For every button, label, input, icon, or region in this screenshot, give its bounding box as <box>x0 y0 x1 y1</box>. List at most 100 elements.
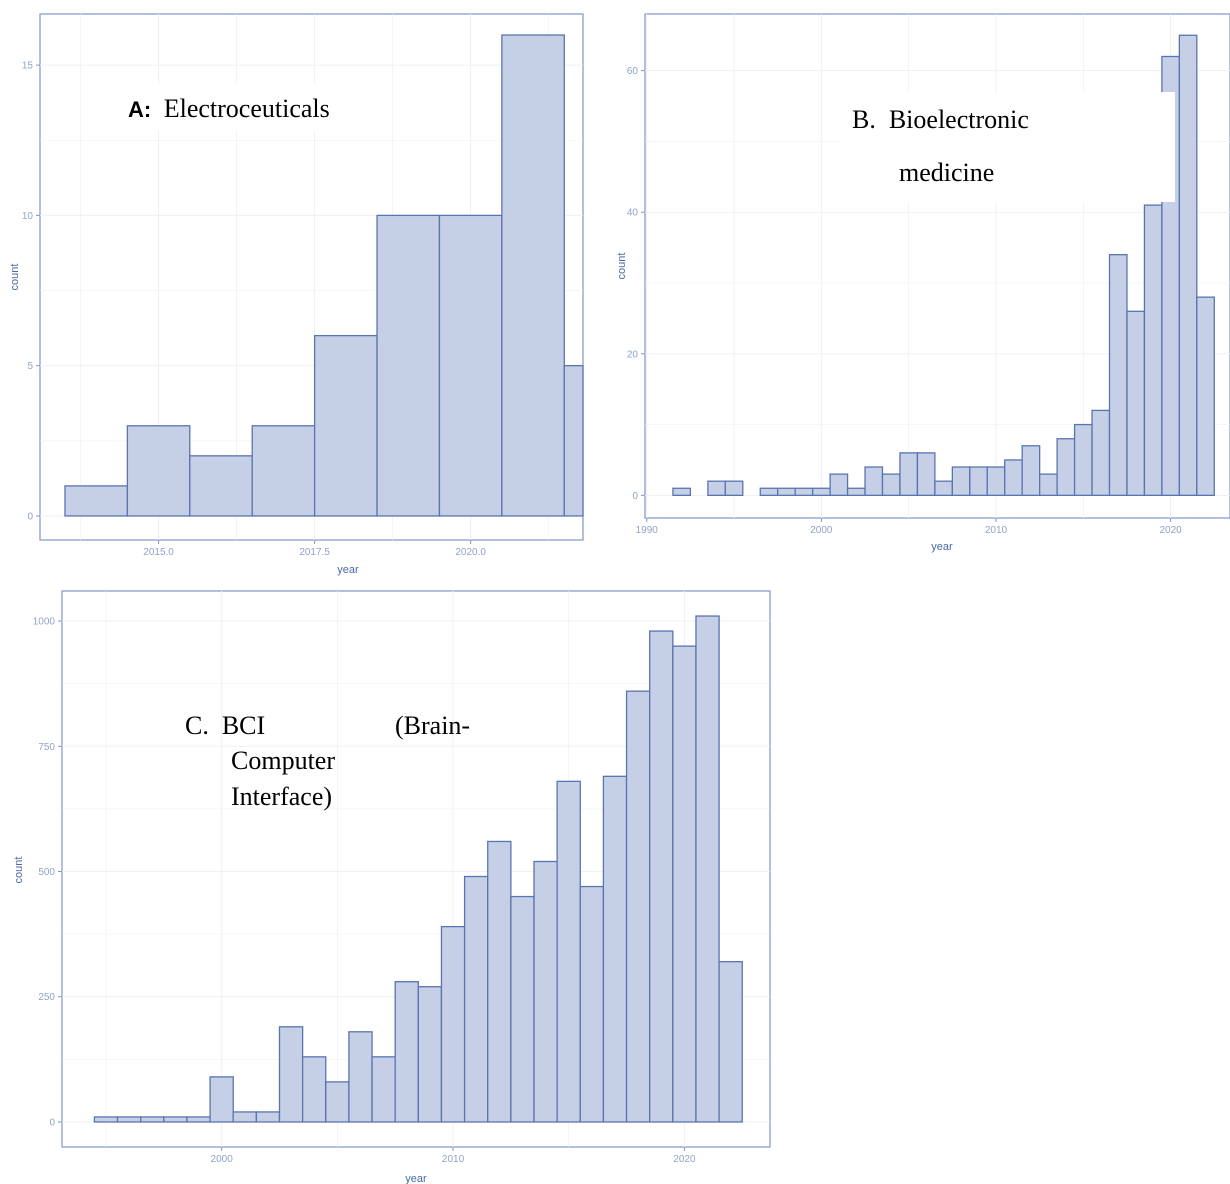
panel-c-bar-2000 <box>209 1076 234 1123</box>
panel-c-bar-1998 <box>163 1116 188 1123</box>
panel-a-y-tick-label: 10 <box>22 211 34 222</box>
panel-a-label: A: Electroceuticals <box>128 94 330 123</box>
panel-b-bar-2003 <box>864 466 884 496</box>
panel-b-bar-2021 <box>1178 34 1198 496</box>
panel-b-y-ticks: 0 20 40 60 <box>627 66 645 502</box>
panel-a-bars <box>64 34 584 517</box>
panel-a-y-axis-title: count <box>9 264 21 291</box>
panel-a-electroceuticals: 2015.0 2017.5 2020.0 0 5 10 15 year count A: … <box>9 13 584 576</box>
panel-c-bar-2018 <box>625 690 651 1123</box>
panel-a-bar-2016 <box>189 455 253 517</box>
panel-b-bar-2022 <box>1196 296 1215 496</box>
panel-b-bar-2002 <box>846 487 866 496</box>
panel-b-bioelectronic-medicine: 1990 2000 2010 2020 0 20 40 60 year count B. B… <box>616 13 1230 553</box>
panel-b-bar-2019 <box>1143 204 1163 496</box>
panel-b-bar-2004 <box>881 473 901 496</box>
panel-a-label-background <box>110 84 380 130</box>
panel-c-bar-2009 <box>417 986 443 1123</box>
panel-b-label-line2: medicine <box>899 158 994 187</box>
panel-c-bar-1996 <box>116 1116 142 1123</box>
panel-a-bar-2018 <box>313 334 378 517</box>
panel-b-bar-1999 <box>794 487 814 496</box>
panel-b-y-tick-label: 40 <box>627 208 639 219</box>
panel-b-label-background <box>840 92 1175 202</box>
panel-c-x-axis-title: year <box>405 1173 427 1184</box>
panel-c-bar-2012 <box>487 840 512 1123</box>
panel-c-y-axis-title: count <box>13 857 25 884</box>
panel-a-x-ticks: 2015.0 2017.5 2020.0 <box>143 540 486 558</box>
panel-c-y-tick-label: 0 <box>49 1117 55 1128</box>
panel-a-x-axis-title: year <box>337 564 359 576</box>
panel-b-bar-2015 <box>1073 423 1093 496</box>
panel-a-bar-2020 <box>438 214 503 517</box>
panel-c-bar-2013 <box>510 895 535 1123</box>
panel-c-x-tick-label: 2010 <box>442 1154 465 1165</box>
panel-b-bar-2006 <box>916 452 936 496</box>
panel-b-x-tick-label: 2010 <box>985 525 1008 536</box>
panel-b-x-ticks: 1990 2000 2010 2020 <box>636 518 1183 536</box>
panel-a-bar-2022 <box>563 365 584 517</box>
panel-c-bar-2014 <box>533 860 558 1123</box>
panel-c-bar-2002 <box>255 1111 281 1123</box>
panel-c-bar-2011 <box>463 875 489 1123</box>
panel-c-bar-2008 <box>394 981 419 1123</box>
panel-c-bar-1995 <box>93 1116 119 1123</box>
panel-b-bar-2013 <box>1039 473 1058 496</box>
panel-c-bar-2005 <box>325 1081 350 1123</box>
panel-c-bar-2010 <box>440 925 466 1123</box>
panel-c-bar-2006 <box>348 1031 373 1123</box>
panel-b-bar-2007 <box>934 480 953 496</box>
panel-a-x-tick-label: 2015.0 <box>143 547 174 558</box>
panel-a-bar-2014 <box>64 485 129 517</box>
panel-c-bars <box>93 615 743 1123</box>
panel-a-y-tick-label: 0 <box>27 511 33 522</box>
panel-c-y-tick-label: 1000 <box>33 617 56 628</box>
panel-c-bar-2004 <box>301 1056 327 1123</box>
panel-b-bar-1994 <box>707 480 726 496</box>
panel-c-bar-2017 <box>602 775 628 1123</box>
panel-b-bar-2011 <box>1004 459 1023 496</box>
panel-b-y-axis-title: count <box>616 253 628 280</box>
panel-c-y-tick-label: 250 <box>38 992 55 1003</box>
panel-b-bar-1995 <box>724 480 744 496</box>
panel-a-x-tick-label: 2017.5 <box>299 547 330 558</box>
panel-b-bar-1998 <box>777 487 796 496</box>
panel-c-label-line1: C. BCI <box>185 711 265 740</box>
panel-c-x-ticks: 2000 2010 2020 <box>211 1147 696 1165</box>
panel-a-label-prefix: A: <box>128 97 151 122</box>
panel-c-y-ticks: 0 250 500 750 1000 <box>33 617 62 1128</box>
panel-b-bar-2017 <box>1108 254 1128 496</box>
panel-b-bar-2016 <box>1091 409 1111 496</box>
panel-b-y-tick-label: 20 <box>627 349 639 360</box>
panel-b-bar-2014 <box>1056 438 1076 496</box>
panel-c-bar-2015 <box>556 780 581 1123</box>
panel-b-y-tick-label: 60 <box>627 66 639 77</box>
panel-a-bar-2021 <box>501 34 565 517</box>
panel-c-bar-2001 <box>232 1111 258 1123</box>
panel-b-bar-2001 <box>829 473 849 496</box>
panel-a-y-ticks: 0 5 10 15 <box>22 61 40 522</box>
panel-c-bar-2007 <box>371 1056 396 1123</box>
panel-c-bar-2019 <box>649 630 674 1123</box>
panel-c-label-right: (Brain- <box>395 711 470 740</box>
panel-c-bci: 2000 2010 2020 0 250 500 750 1000 year count C… <box>13 590 771 1184</box>
panel-b-bar-2018 <box>1126 310 1146 496</box>
panel-c-label-line3: Interface) <box>231 782 332 811</box>
panel-a-bar-2017 <box>251 425 316 517</box>
panel-b-x-tick-label: 2020 <box>1160 525 1183 536</box>
panel-b-bar-2009 <box>969 466 988 496</box>
panel-b-bar-2005 <box>899 452 919 496</box>
panel-b-x-axis-title: year <box>931 541 953 553</box>
panel-b-x-tick-label: 1990 <box>636 525 659 536</box>
panel-c-bar-2022 <box>718 961 743 1123</box>
panel-b-bar-1997 <box>759 487 779 496</box>
panel-b-bar-1992 <box>672 487 692 496</box>
panel-c-y-tick-label: 500 <box>38 867 55 878</box>
panel-b-y-tick-label: 0 <box>632 491 638 502</box>
panel-c-bar-2003 <box>278 1026 304 1123</box>
panel-a-bar-2019 <box>376 214 441 517</box>
panel-b-label-line1: B. Bioelectronic <box>852 105 1029 134</box>
panel-a-x-tick-label: 2020.0 <box>455 547 486 558</box>
panel-c-bar-1997 <box>140 1116 165 1123</box>
panel-c-label-line2: Computer <box>231 746 335 775</box>
